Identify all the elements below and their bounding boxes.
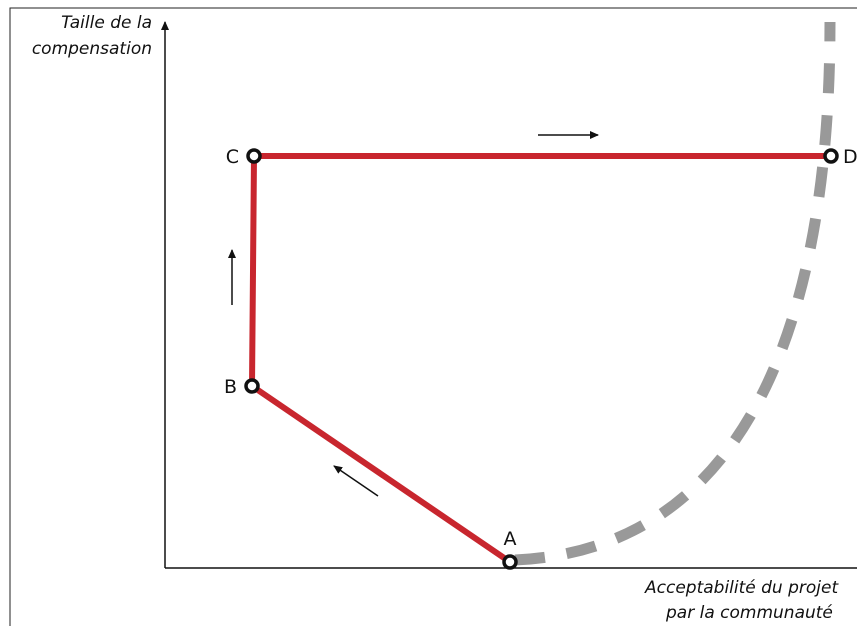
node-b	[244, 378, 260, 394]
x-axis-label: par la communauté	[665, 603, 833, 623]
direction-arrows	[228, 131, 599, 497]
y-axis-label: Taille de la	[61, 13, 152, 33]
x-axis-label: Acceptabilité du projet	[644, 578, 839, 598]
y-axis-label: compensation	[32, 39, 152, 59]
node-label: A	[504, 528, 517, 550]
node-label: B	[224, 376, 237, 398]
node-a	[502, 554, 518, 570]
arrow-up-left	[333, 465, 379, 497]
node-d	[823, 148, 839, 164]
node-label: D	[843, 146, 857, 168]
dashed-curve	[514, 21, 836, 566]
node-markers	[244, 148, 839, 570]
frame	[9, 7, 857, 626]
node-c	[246, 148, 262, 164]
node-label: C	[226, 146, 239, 168]
path-line	[249, 153, 831, 565]
